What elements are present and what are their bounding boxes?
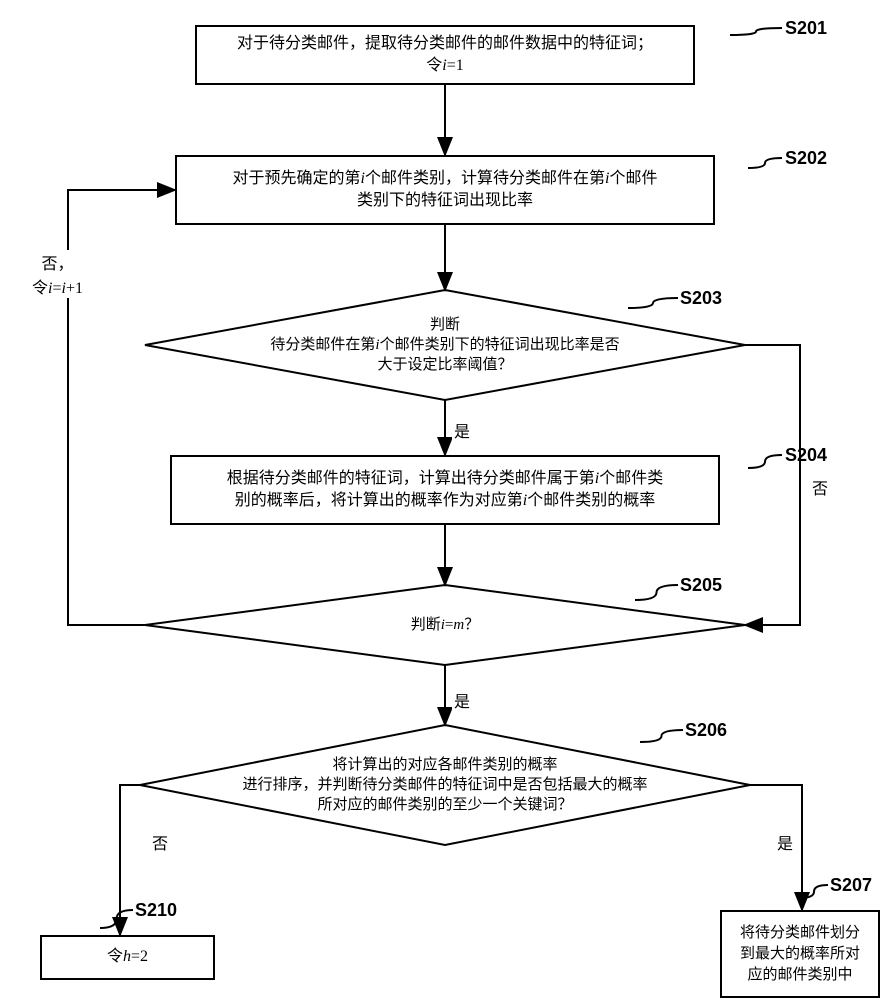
label-s201: S201 [785,18,827,39]
s206-l1: 将计算出的对应各邮件类别的概率 [332,757,557,773]
edge-no-203: 否 [810,475,830,499]
edge-no-206: 否 [150,830,170,854]
s203-l3: 大于设定比率阈值？ [377,357,512,373]
node-s206-text: 将计算出的对应各邮件类别的概率 进行排序，并判断待分类邮件的特征词中是否包括最大… [170,748,720,822]
s206-l3: 所对应的邮件类别的至少一个关键词？ [317,797,572,813]
no205-l2: 令i=i+1 [32,280,83,297]
node-s201: 对于待分类邮件，提取待分类邮件的邮件数据中的特征词； 令i=1 [195,25,695,85]
edge-yes-203: 是 [452,418,472,442]
edge-yes-206: 是 [775,830,795,854]
s203-l2: 待分类邮件在第i个邮件类别下的特征词出现比率是否 [270,337,619,353]
edge-no-205: 否， 令i=i+1 [30,250,85,298]
s205-t: 判断i=m？ [411,615,480,635]
s201-l1: 对于待分类邮件，提取待分类邮件的邮件数据中的特征词； [237,35,653,52]
node-s202-text: 对于预先确定的第i个邮件类别，计算待分类邮件在第i个邮件 类别下的特征词出现比率 [233,168,658,213]
node-s207: 将待分类邮件划分 到最大的概率所对 应的邮件类别中 [720,910,880,998]
s201-l2: 令i=1 [426,57,464,74]
s207-l1: 将待分类邮件划分 [740,925,860,941]
node-s204: 根据待分类邮件的特征词，计算出待分类邮件属于第i个邮件类 别的概率后，将计算出的… [170,455,720,525]
s206-l2: 进行排序，并判断待分类邮件的特征词中是否包括最大的概率 [242,777,647,793]
node-s207-text: 将待分类邮件划分 到最大的概率所对 应的邮件类别中 [740,923,860,986]
s203-l1: 判断 [430,317,460,333]
label-s202: S202 [785,148,827,169]
label-s207: S207 [830,875,872,896]
label-s210: S210 [135,900,177,921]
edge-yes-205: 是 [452,688,472,712]
label-s206: S206 [685,720,727,741]
label-s203: S203 [680,288,722,309]
node-s203-text: 判断 待分类邮件在第i个邮件类别下的特征词出现比率是否 大于设定比率阈值？ [185,305,705,385]
node-s202: 对于预先确定的第i个邮件类别，计算待分类邮件在第i个邮件 类别下的特征词出现比率 [175,155,715,225]
node-s210: 令h=2 [40,935,215,980]
no205-l1: 否， [41,256,73,273]
s202-l2: 类别下的特征词出现比率 [357,192,533,209]
s210-t: 令h=2 [107,946,148,968]
node-s201-text: 对于待分类邮件，提取待分类邮件的邮件数据中的特征词； 令i=1 [237,33,653,78]
label-s204: S204 [785,445,827,466]
s202-l1: 对于预先确定的第i个邮件类别，计算待分类邮件在第i个邮件 [233,170,658,187]
node-s204-text: 根据待分类邮件的特征词，计算出待分类邮件属于第i个邮件类 别的概率后，将计算出的… [227,468,663,513]
node-s205-text: 判断i=m？ [300,612,590,638]
s207-l3: 应的邮件类别中 [747,967,852,983]
s204-l2: 别的概率后，将计算出的概率作为对应第i个邮件类别的概率 [235,492,655,509]
s207-l2: 到最大的概率所对 [740,946,860,962]
s204-l1: 根据待分类邮件的特征词，计算出待分类邮件属于第i个邮件类 [227,470,663,487]
label-s205: S205 [680,575,722,596]
